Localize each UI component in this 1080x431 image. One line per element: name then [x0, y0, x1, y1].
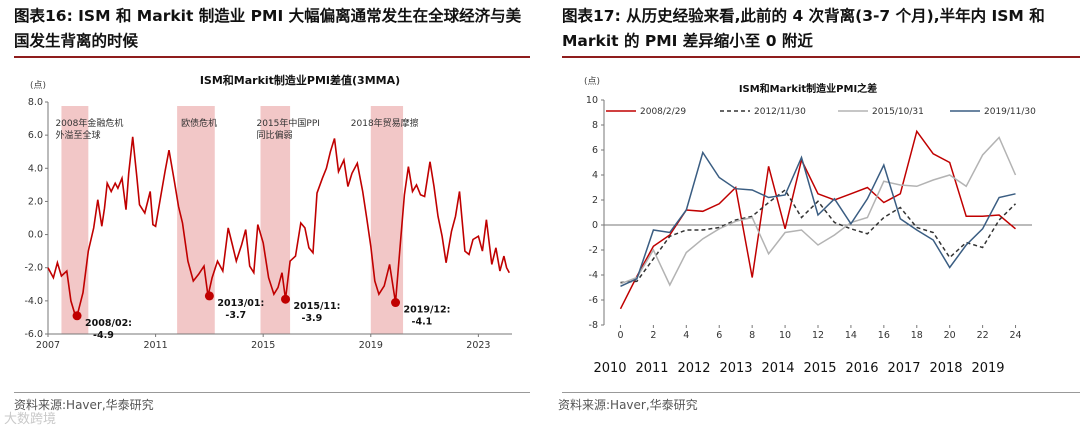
- year-label: 2011: [635, 361, 668, 376]
- x-tick-label: 18: [911, 330, 923, 341]
- chart-title: ISM和Markit制造业PMI之差: [739, 82, 877, 95]
- title-rule: [14, 56, 530, 58]
- y-axis-unit: (点): [584, 76, 600, 87]
- x-tick-label: 2: [650, 330, 656, 341]
- figure-16-panel: 图表16: ISM 和 Markit 制造业 PMI 大幅偏离通常发生在全球经济…: [0, 0, 530, 431]
- title-rule: [562, 56, 1080, 58]
- y-tick-label: -4.0: [24, 296, 43, 307]
- shaded-period-label: 2008年金融危机外溢至全球: [55, 117, 123, 141]
- x-tick-label: 2007: [36, 340, 60, 351]
- y-tick-label: -6: [589, 295, 598, 306]
- trough-date-label: 2008/02:: [85, 318, 132, 329]
- x-tick-label: 14: [845, 330, 857, 341]
- trough-value-label: -4.1: [412, 317, 433, 328]
- trough-date-label: 2013/01:: [217, 298, 264, 309]
- watermark-logo: 大数跨境: [4, 412, 57, 427]
- x-tick-label: 0: [617, 330, 623, 341]
- y-tick-label: 6: [592, 145, 598, 156]
- year-label: 2019: [971, 361, 1004, 376]
- x-tick-label: 6: [716, 330, 722, 341]
- legend-label: 2012/11/30: [754, 107, 806, 117]
- y-tick-label: 8.0: [28, 97, 43, 108]
- y-tick-label: -2: [589, 245, 598, 256]
- pmi-spread-line: [47, 136, 511, 318]
- x-tick-label: 12: [812, 330, 824, 341]
- year-label: 2012: [677, 361, 710, 376]
- y-tick-label: 4: [592, 170, 598, 181]
- trough-value-label: -3.9: [302, 313, 323, 324]
- y-tick-label: 8: [592, 120, 598, 131]
- figure-16-title: 图表16: ISM 和 Markit 制造业 PMI 大幅偏离通常发生在全球经济…: [14, 7, 522, 50]
- year-label: 2013: [719, 361, 752, 376]
- y-tick-label: 10: [586, 95, 598, 106]
- series-line: [620, 136, 1017, 287]
- x-tick-label: 22: [977, 330, 989, 341]
- x-tick-label: 8: [749, 330, 755, 341]
- x-tick-label: 16: [878, 330, 890, 341]
- trough-date-label: 2015/11:: [294, 301, 341, 312]
- y-tick-label: -6.0: [24, 329, 43, 340]
- year-label: 2018: [929, 361, 962, 376]
- chart-title: ISM和Markit制造业PMI差值(3MMA): [200, 73, 400, 87]
- y-tick-label: 4.0: [28, 163, 43, 174]
- year-label: 2015: [803, 361, 836, 376]
- pmi-spread-chart: ISM和Markit制造业PMI差值(3MMA) (点) 8.0 6.0 4.0 2.0 0…: [24, 73, 512, 351]
- figure-17-panel: 图表17: 从历史经验来看,此前的 4 次背离(3-7 个月),半年内 ISM …: [548, 0, 1080, 431]
- bottom-rule: [14, 392, 530, 393]
- x-tick-label: 2015: [251, 340, 275, 351]
- y-tick-label: -8: [589, 320, 598, 331]
- y-tick-label: 0.0: [28, 230, 43, 241]
- trough-value-label: -4.9: [93, 330, 114, 341]
- year-label: 2016: [845, 361, 878, 376]
- legend-label: 2019/11/30: [984, 107, 1036, 117]
- series-line: [620, 188, 1017, 284]
- series-line: [620, 150, 1016, 287]
- x-tick-label: 10: [779, 330, 791, 341]
- trough-marker: [281, 294, 291, 304]
- legend-label: 2008/2/29: [640, 107, 686, 117]
- x-tick-label: 2023: [466, 340, 490, 351]
- trough-marker: [204, 291, 214, 301]
- year-label: 2014: [761, 361, 794, 376]
- y-axis-unit: (点): [30, 80, 46, 91]
- source-note: 资料来源:Haver,华泰研究: [558, 398, 698, 412]
- year-label: 2010: [593, 361, 626, 376]
- y-tick-label: 2.0: [28, 196, 43, 207]
- trough-date-label: 2019/12:: [404, 305, 451, 316]
- shaded-period-label: 2018年贸易摩擦: [351, 117, 419, 129]
- legend-label: 2015/10/31: [872, 107, 924, 117]
- x-tick-label: 4: [683, 330, 689, 341]
- trough-value-label: -3.7: [225, 310, 246, 321]
- trough-marker: [391, 298, 401, 308]
- shaded-period: [370, 106, 404, 334]
- year-label: 2017: [887, 361, 920, 376]
- figure-17-title: 图表17: 从历史经验来看,此前的 4 次背离(3-7 个月),半年内 ISM …: [562, 7, 1045, 50]
- shaded-period-label: 欧债危机: [181, 117, 217, 129]
- shaded-period-label: 2015年中国PPI 同比偏弱: [256, 117, 319, 141]
- x-tick-label: 2011: [144, 340, 168, 351]
- x-tick-label: 2019: [359, 340, 383, 351]
- source-note: 资料来源:Haver,华泰研究: [14, 398, 154, 412]
- y-tick-label: 0: [592, 220, 598, 231]
- y-tick-label: -4: [589, 270, 598, 281]
- x-tick-label: 20: [944, 330, 956, 341]
- bottom-rule: [562, 392, 1080, 393]
- x-tick-label: 24: [1009, 330, 1021, 341]
- y-tick-label: 2: [592, 195, 598, 206]
- y-tick-label: 6.0: [28, 130, 43, 141]
- trough-marker: [72, 311, 82, 321]
- y-tick-label: -2.0: [24, 263, 43, 274]
- shaded-period: [61, 106, 89, 334]
